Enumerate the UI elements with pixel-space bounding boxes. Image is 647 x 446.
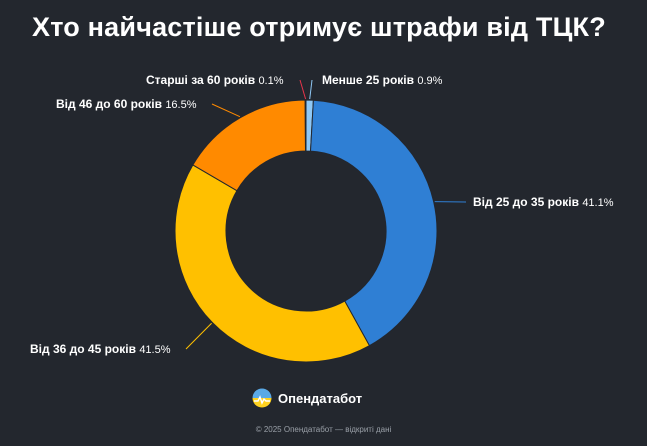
leader-line-3 bbox=[185, 322, 212, 350]
slices-group bbox=[174, 99, 438, 363]
labels-group: Менше 25 років 0.9% Від 25 до 35 років 41… bbox=[30, 73, 614, 356]
slice-label-value: 0.1% bbox=[258, 75, 283, 87]
leader-line-1 bbox=[309, 79, 313, 100]
slice-label-value: 16.5% bbox=[165, 99, 196, 111]
footer-copyright: © 2025 Опендатабот — відкриті дані bbox=[255, 425, 392, 434]
slice-label-2: Від 25 до 35 років 41.1% bbox=[473, 195, 614, 209]
slice-label-4: Від 46 до 60 років 16.5% bbox=[56, 97, 197, 111]
opendatabot-logo-icon bbox=[252, 388, 272, 408]
slice-5 bbox=[304, 99, 307, 152]
slice-label-name: Від 46 до 60 років bbox=[56, 97, 165, 111]
slice-label-value: 41.5% bbox=[139, 344, 170, 356]
slice-2 bbox=[309, 99, 438, 347]
slice-label-1: Менше 25 років 0.9% bbox=[322, 73, 443, 87]
slice-label-name: Від 36 до 45 років bbox=[30, 342, 139, 356]
slice-label-value: 41.1% bbox=[582, 197, 613, 209]
chart-title: Хто найчастіше отримує штрафи від ТЦК? bbox=[32, 12, 606, 42]
leader-line-4 bbox=[211, 103, 241, 118]
brand-logo: Опендатабот bbox=[252, 388, 362, 408]
slice-label-name: Старші за 60 років bbox=[146, 73, 258, 87]
slice-label-name: Менше 25 років bbox=[322, 73, 417, 87]
slice-label-5: Старші за 60 років 0.1% bbox=[146, 73, 284, 87]
slice-label-3: Від 36 до 45 років 41.5% bbox=[30, 342, 171, 356]
brand-name: Опендатабот bbox=[278, 390, 363, 406]
slice-3 bbox=[174, 164, 371, 363]
slice-label-value: 0.9% bbox=[417, 75, 442, 87]
slice-label-name: Від 25 до 35 років bbox=[473, 195, 582, 209]
leader-line-5 bbox=[299, 79, 307, 100]
